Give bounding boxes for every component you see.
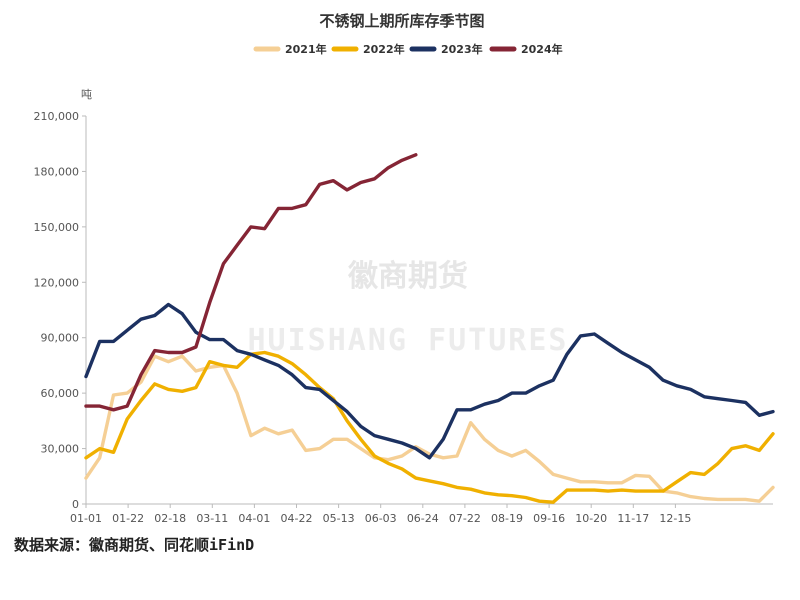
y-axis-unit-label: 吨 — [81, 88, 92, 101]
x-tick-label: 04-01 — [238, 512, 270, 525]
legend-label: 2023年 — [441, 42, 483, 56]
x-tick-label: 03-11 — [196, 512, 228, 525]
x-tick-label: 06-03 — [365, 512, 397, 525]
x-tick-label: 04-22 — [281, 512, 313, 525]
watermark-chinese: 徽商期货 — [347, 259, 468, 294]
x-tick-label: 11-17 — [617, 512, 649, 525]
x-tick-label: 08-19 — [491, 512, 523, 525]
y-tick-label: 210,000 — [34, 110, 80, 123]
y-tick-label: 0 — [72, 498, 79, 511]
y-tick-label: 150,000 — [34, 221, 80, 234]
watermark-english: HUISHANG FUTURES — [248, 323, 569, 358]
legend-label: 2022年 — [363, 42, 405, 56]
x-tick-label: 05-13 — [323, 512, 355, 525]
legend-label: 2021年 — [285, 42, 327, 56]
x-tick-label: 06-24 — [407, 512, 439, 525]
series-line — [84, 354, 775, 503]
legend: 2021年 2022年 2023年 2024年 — [253, 42, 563, 56]
series-line — [84, 153, 418, 412]
y-tick-label: 120,000 — [34, 276, 80, 289]
y-tick-label: 60,000 — [41, 387, 80, 400]
x-tick-label: 01-01 — [70, 512, 102, 525]
x-tick-label: 07-22 — [449, 512, 481, 525]
x-tick-label: 09-16 — [533, 512, 565, 525]
x-tick-label: 10-20 — [575, 512, 607, 525]
series-line — [84, 350, 775, 504]
chart-title: 不锈钢上期所库存季节图 — [319, 12, 484, 30]
x-tick-label: 02-18 — [154, 512, 186, 525]
series-layer — [84, 153, 775, 504]
x-axis: 01-01 01-22 02-18 03-11 04-01 04-22 05-13 06-03… — [70, 503, 773, 525]
x-tick-label: 12-15 — [659, 512, 691, 525]
y-axis: 0 30,000 60,000 90,000 120,000 150,000 180,000… — [34, 110, 87, 511]
legend-label: 2024年 — [521, 42, 563, 56]
data-source-note: 数据来源：徽商期货、同花顺iFinD — [14, 536, 255, 554]
y-tick-label: 90,000 — [41, 332, 80, 345]
y-tick-label: 180,000 — [34, 165, 80, 178]
x-tick-label: 01-22 — [112, 512, 144, 525]
y-tick-label: 30,000 — [41, 443, 80, 456]
